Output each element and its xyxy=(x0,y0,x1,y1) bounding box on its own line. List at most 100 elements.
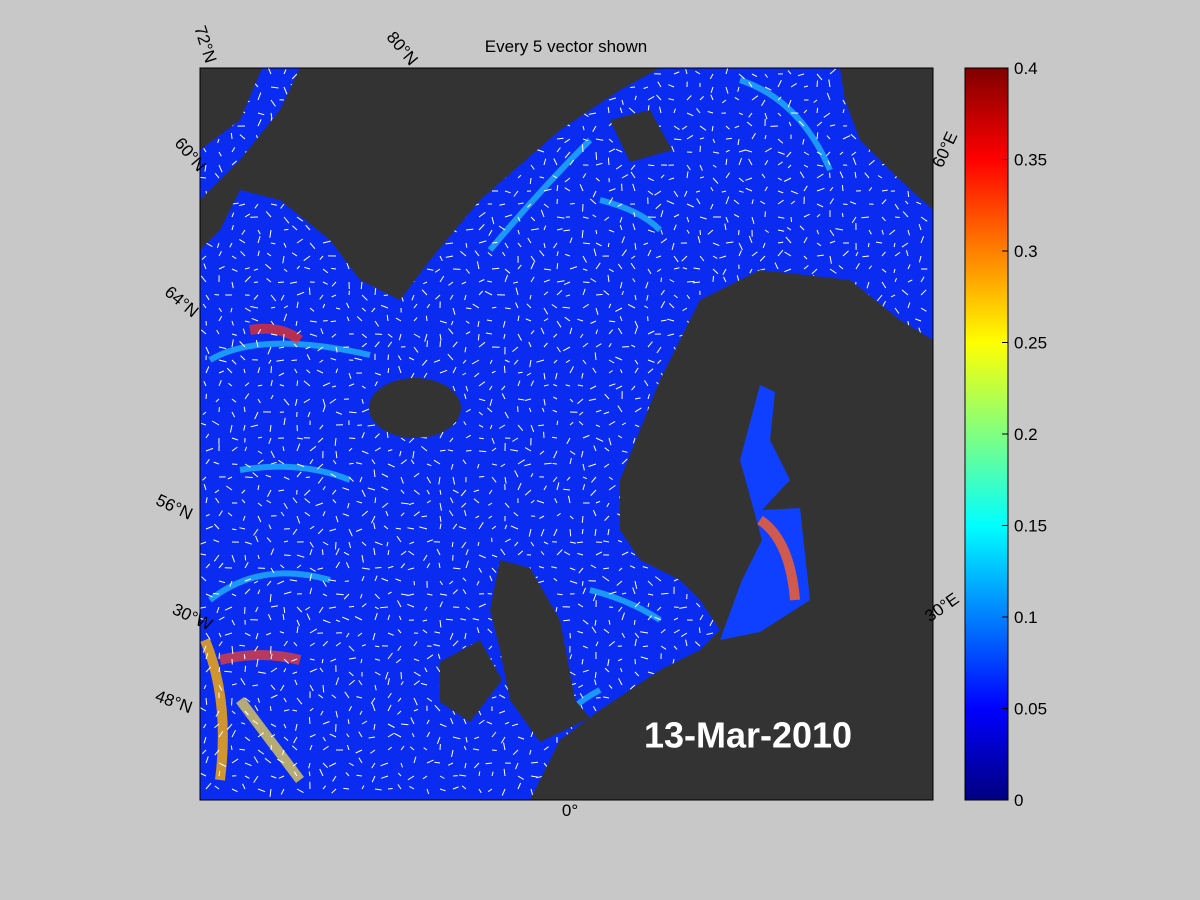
vector xyxy=(631,255,636,260)
vector xyxy=(436,548,441,556)
vector xyxy=(322,593,328,597)
vector xyxy=(803,237,808,244)
vector xyxy=(478,224,485,231)
vector xyxy=(681,125,688,130)
vector xyxy=(803,164,809,168)
vector xyxy=(386,431,389,439)
vector xyxy=(270,306,276,309)
vector xyxy=(270,320,275,325)
vector xyxy=(751,199,754,205)
vector xyxy=(538,424,545,427)
vector xyxy=(777,79,782,88)
vector xyxy=(582,359,587,365)
vector xyxy=(452,489,459,494)
vector xyxy=(477,463,480,469)
vector xyxy=(255,632,259,640)
vector xyxy=(426,654,434,660)
vector xyxy=(226,367,233,374)
vector xyxy=(615,148,623,153)
vector xyxy=(617,263,623,270)
colorbar-tick-label: 0.3 xyxy=(1014,242,1038,261)
vector xyxy=(491,216,495,225)
vector xyxy=(608,138,614,143)
vector xyxy=(478,603,487,608)
vector xyxy=(582,342,589,348)
vector xyxy=(335,368,339,374)
vector xyxy=(335,561,341,569)
vector xyxy=(738,112,744,116)
vector xyxy=(449,497,454,504)
vector xyxy=(594,528,597,536)
vector xyxy=(374,612,378,621)
vector xyxy=(491,731,497,738)
vector xyxy=(296,471,302,478)
vector xyxy=(543,225,547,231)
vector xyxy=(510,525,519,530)
vector xyxy=(543,188,552,192)
vector xyxy=(309,567,316,572)
vector xyxy=(214,785,220,790)
vector xyxy=(556,147,561,153)
vector xyxy=(634,424,640,428)
vector xyxy=(577,603,584,608)
vector xyxy=(777,199,784,205)
vector xyxy=(205,525,213,530)
vector xyxy=(397,784,402,790)
vector xyxy=(296,437,303,440)
vector xyxy=(668,98,675,101)
vector xyxy=(252,684,259,687)
grid-label: 48°N xyxy=(153,686,195,717)
grid-label: 80°N xyxy=(383,28,422,69)
vector xyxy=(348,372,352,379)
vector xyxy=(387,652,393,660)
vector xyxy=(373,547,376,556)
vector xyxy=(725,158,728,166)
vector xyxy=(420,682,428,686)
vector xyxy=(657,359,662,364)
vector xyxy=(568,495,571,504)
vector xyxy=(291,658,298,662)
vector xyxy=(563,619,571,622)
vector xyxy=(682,307,688,312)
vector xyxy=(592,593,597,602)
vector xyxy=(231,398,237,403)
vector xyxy=(751,132,756,140)
vector xyxy=(617,435,623,439)
vector xyxy=(555,606,558,612)
vector xyxy=(465,242,468,248)
vector xyxy=(309,333,318,337)
vector xyxy=(240,250,246,257)
vector xyxy=(231,160,238,166)
vector xyxy=(577,398,584,405)
vector xyxy=(218,307,223,312)
vector xyxy=(504,307,511,310)
vector xyxy=(243,424,246,431)
vector xyxy=(309,707,314,712)
vector xyxy=(632,278,636,283)
vector xyxy=(218,762,227,767)
vector xyxy=(400,502,409,505)
vector xyxy=(426,268,434,271)
vector xyxy=(478,710,482,716)
colorbar-tick-label: 0.25 xyxy=(1014,334,1047,353)
vector xyxy=(525,318,532,322)
vector xyxy=(452,307,456,315)
vector xyxy=(422,629,428,634)
vector xyxy=(577,552,584,556)
vector xyxy=(725,196,730,205)
vector xyxy=(439,515,442,522)
vector xyxy=(582,216,589,219)
vector xyxy=(539,176,545,179)
vector xyxy=(231,788,238,793)
vector xyxy=(666,200,675,205)
vector xyxy=(686,294,691,300)
vector xyxy=(463,745,467,751)
vector xyxy=(540,327,545,335)
vector xyxy=(322,398,326,407)
vector xyxy=(244,665,247,673)
vector xyxy=(270,567,275,574)
vector xyxy=(656,606,662,611)
vector xyxy=(655,255,662,259)
vector xyxy=(348,671,354,677)
vector xyxy=(205,433,210,439)
